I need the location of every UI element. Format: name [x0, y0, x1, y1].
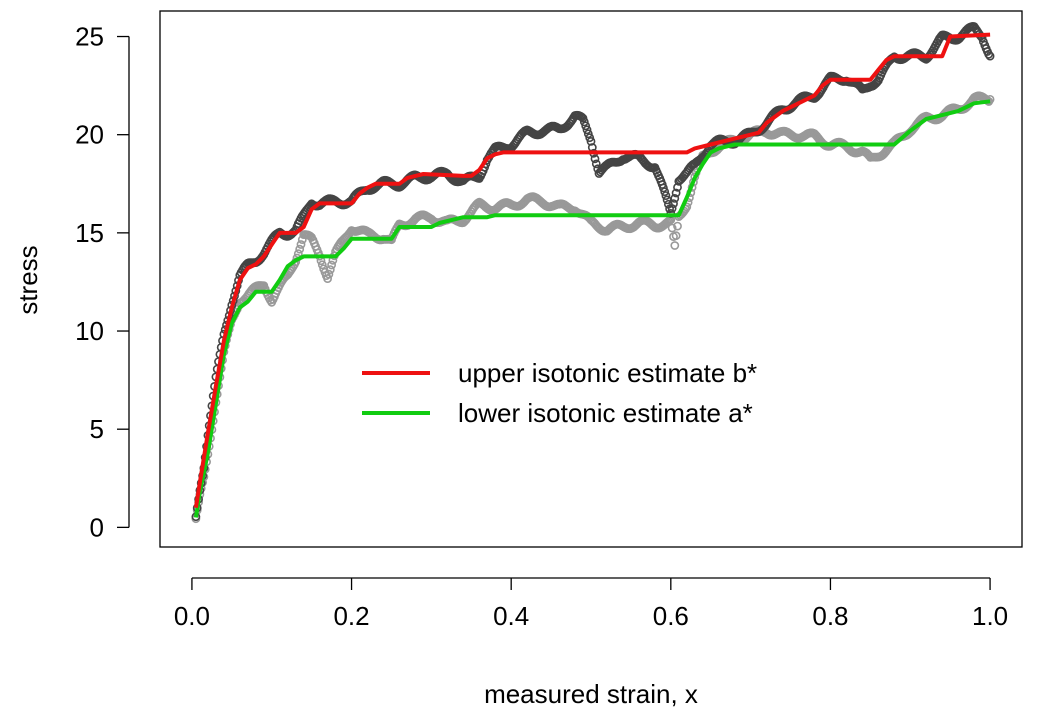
x-axis: 0.0 0.2 0.4 0.6 0.8 1.0 [174, 577, 1008, 631]
y-tick-label: 0 [90, 512, 104, 542]
y-axis: 0 5 10 15 20 25 [75, 22, 130, 542]
y-tick-label: 15 [75, 218, 104, 248]
data-point [667, 223, 677, 233]
data-point [872, 77, 882, 87]
data-point [582, 125, 592, 135]
data-point [671, 188, 681, 198]
series-layer [191, 21, 995, 524]
y-axis-label: stress [13, 245, 43, 314]
data-point [660, 187, 670, 197]
data-point [671, 231, 681, 241]
data-point [670, 241, 680, 250]
data-point [579, 117, 589, 127]
data-point [327, 260, 336, 270]
data-point [325, 265, 335, 274]
data-point [591, 159, 601, 169]
legend-label-upper: upper isotonic estimate b* [458, 358, 757, 388]
data-point [583, 129, 593, 139]
data-point [324, 269, 334, 279]
x-tick-label: 0.8 [812, 601, 848, 631]
y-tick-label: 25 [75, 22, 104, 52]
legend-label-lower: lower isotonic estimate a* [458, 398, 753, 428]
lower-isotonic-line [193, 99, 991, 518]
data-point [673, 221, 682, 231]
x-tick-label: 1.0 [972, 601, 1008, 631]
plot-frame [159, 10, 1023, 548]
data-point [296, 240, 306, 249]
data-point [323, 274, 332, 283]
legend: upper isotonic estimate b* lower isotoni… [362, 358, 757, 428]
data-point [659, 183, 668, 193]
x-tick-label: 0.0 [174, 601, 210, 631]
x-axis-label: measured strain, x [484, 679, 698, 709]
data-point [667, 204, 677, 213]
y-tick-label: 20 [75, 120, 104, 150]
data-point [661, 191, 671, 200]
dark-gray-points [191, 21, 995, 522]
upper-isotonic-line [193, 32, 991, 509]
data-point [984, 49, 994, 59]
data-point [670, 193, 680, 203]
x-tick-label: 0.6 [653, 601, 689, 631]
data-point [590, 154, 600, 164]
y-tick-label: 5 [90, 414, 104, 444]
data-point [581, 121, 591, 131]
data-point [985, 51, 995, 61]
data-point [586, 136, 596, 146]
y-tick-label: 10 [75, 316, 104, 346]
data-point [669, 199, 678, 208]
data-point [317, 260, 327, 270]
x-tick-label: 0.2 [333, 601, 369, 631]
x-tick-label: 0.4 [493, 601, 529, 631]
data-point [295, 244, 305, 254]
